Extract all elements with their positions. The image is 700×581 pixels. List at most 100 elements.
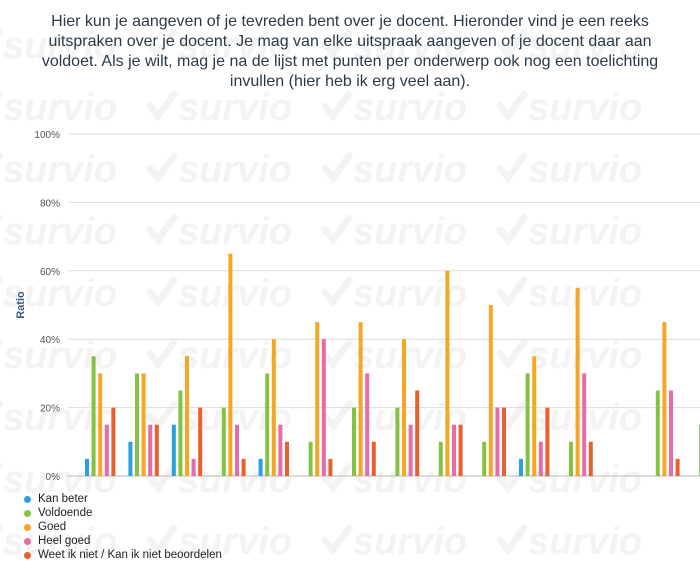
survio-logo-icon: survio [146,211,292,253]
survio-logo-icon: survio [0,25,117,67]
survio-logo-icon: survio [496,87,642,129]
survio-logo-icon: survio [496,273,642,315]
bar [265,373,270,476]
svg-text:survio: survio [3,397,117,439]
svg-text:survio: survio [528,87,642,129]
bar [415,390,420,476]
bar [395,407,400,476]
bar [178,390,183,476]
bar [588,441,593,476]
svg-text:survio: survio [528,335,642,377]
survio-logo-icon: survio [0,149,117,191]
bar [482,441,487,476]
svg-text:survio: survio [353,211,467,253]
legend-item[interactable]: Heel goed [24,534,222,548]
svg-text:survio: survio [353,521,467,563]
survio-logo-icon: survio [146,25,292,67]
svg-text:survio: survio [3,459,117,501]
svg-text:survio: survio [528,25,642,67]
survio-logo-icon: survio [146,87,292,129]
bar [582,373,587,476]
bar [111,407,116,476]
bar [191,458,196,476]
svg-text:survio: survio [178,87,292,129]
survio-logo-icon: survio [0,459,117,501]
survio-logo-icon: survio [0,521,117,563]
bar [532,356,537,476]
survio-logo-icon: survio [0,87,117,129]
survio-logo-icon: survio [0,335,117,377]
legend-label: Weet ik niet / Kan ik niet beoordelen [38,549,222,561]
bar [495,407,500,476]
bar [91,356,96,476]
y-tick-label: 100% [34,130,60,141]
bar [198,407,203,476]
bar [128,441,133,476]
bar [308,441,313,476]
bar [171,424,176,476]
bar [185,356,189,476]
svg-text:survio: survio [3,521,117,563]
bar [452,424,456,476]
svg-text:survio: survio [178,25,292,67]
bar [669,390,673,476]
survio-logo-icon: survio [496,149,642,191]
y-tick-label: 80% [40,198,60,209]
survio-logo-icon: survio [321,521,467,563]
bar [519,458,523,476]
y-tick-label: 20% [40,404,60,415]
bar [85,458,89,476]
legend-label: Goed [38,521,67,533]
legend-item[interactable]: Voldoende [24,506,222,520]
bar [655,390,660,476]
svg-text:survio: survio [178,273,292,315]
bar [328,458,333,476]
bar [98,373,103,476]
bar [662,322,667,476]
bar [569,441,573,476]
bar [141,373,146,476]
survio-logo-icon: survio [0,211,117,253]
bar [371,441,376,476]
legend-label: Voldoende [38,507,93,519]
svg-text:survio: survio [353,87,467,129]
legend-item[interactable]: Weet ik niet / Kan ik niet beoordelen [24,548,222,562]
svg-text:survio: survio [3,149,117,191]
legend: Kan beter Voldoende Goed Heel goed Weet ik n… [24,492,222,562]
legend-label: Kan beter [38,493,88,505]
bar [315,322,320,476]
svg-text:survio: survio [528,149,642,191]
bar [365,373,370,476]
bar [402,339,406,476]
svg-text:survio: survio [528,273,642,315]
bar [228,253,233,476]
svg-text:survio: survio [3,273,117,315]
svg-text:survio: survio [178,211,292,253]
bar [675,458,680,476]
legend-item[interactable]: Kan beter [24,492,222,506]
survio-logo-icon: survio [146,149,292,191]
bar [545,407,550,476]
y-tick-label: 40% [40,335,60,346]
y-axis-label: Ratio [15,291,27,319]
bar [271,339,276,476]
bar [135,373,139,476]
svg-text:survio: survio [178,521,292,563]
legend-item[interactable]: Goed [24,520,222,534]
bar [445,270,450,476]
survio-logo-icon: survio [496,25,642,67]
svg-text:survio: survio [3,335,117,377]
bar [154,424,159,476]
chart-title: Hier kun je aangeven of je tevreden bent… [41,13,659,90]
bar [104,424,109,476]
svg-text:survio: survio [3,25,117,67]
svg-text:survio: survio [3,87,117,129]
bar [285,441,289,476]
survio-logo-icon: survio [321,25,467,67]
bar [538,441,543,476]
legend-marker-icon [24,495,31,503]
svg-text:survio: survio [353,149,467,191]
bar [358,322,363,476]
bar [221,407,226,476]
survio-logo-icon: survio [146,273,292,315]
